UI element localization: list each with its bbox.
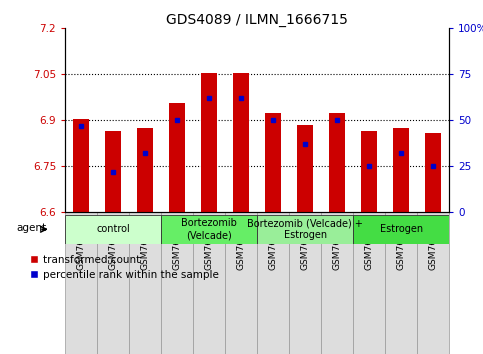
FancyBboxPatch shape: [161, 215, 257, 244]
FancyBboxPatch shape: [225, 212, 257, 354]
FancyBboxPatch shape: [65, 215, 161, 244]
Text: agent: agent: [16, 223, 46, 233]
Text: control: control: [96, 224, 130, 234]
FancyBboxPatch shape: [161, 212, 193, 354]
Text: Bortezomib
(Velcade): Bortezomib (Velcade): [181, 218, 237, 240]
Legend: transformed count, percentile rank within the sample: transformed count, percentile rank withi…: [29, 255, 219, 280]
Text: Bortezomib (Velcade) +
Estrogen: Bortezomib (Velcade) + Estrogen: [247, 218, 363, 240]
FancyBboxPatch shape: [353, 212, 385, 354]
Bar: [169, 103, 185, 212]
FancyBboxPatch shape: [257, 212, 289, 354]
Bar: [201, 73, 217, 212]
Bar: [297, 125, 313, 212]
FancyBboxPatch shape: [417, 212, 449, 354]
Bar: [137, 128, 153, 212]
Bar: [265, 113, 281, 212]
FancyBboxPatch shape: [193, 212, 225, 354]
FancyBboxPatch shape: [289, 212, 321, 354]
Bar: [361, 131, 377, 212]
FancyBboxPatch shape: [321, 212, 353, 354]
Bar: [393, 128, 409, 212]
Bar: [329, 113, 345, 212]
FancyBboxPatch shape: [257, 215, 353, 244]
FancyBboxPatch shape: [385, 212, 417, 354]
Bar: [233, 73, 249, 212]
FancyBboxPatch shape: [97, 212, 129, 354]
Title: GDS4089 / ILMN_1666715: GDS4089 / ILMN_1666715: [166, 13, 348, 27]
FancyBboxPatch shape: [129, 212, 161, 354]
Bar: [425, 133, 441, 212]
FancyBboxPatch shape: [65, 212, 97, 354]
FancyBboxPatch shape: [353, 215, 449, 244]
Bar: [73, 119, 89, 212]
Text: Estrogen: Estrogen: [380, 224, 423, 234]
Bar: [105, 131, 121, 212]
